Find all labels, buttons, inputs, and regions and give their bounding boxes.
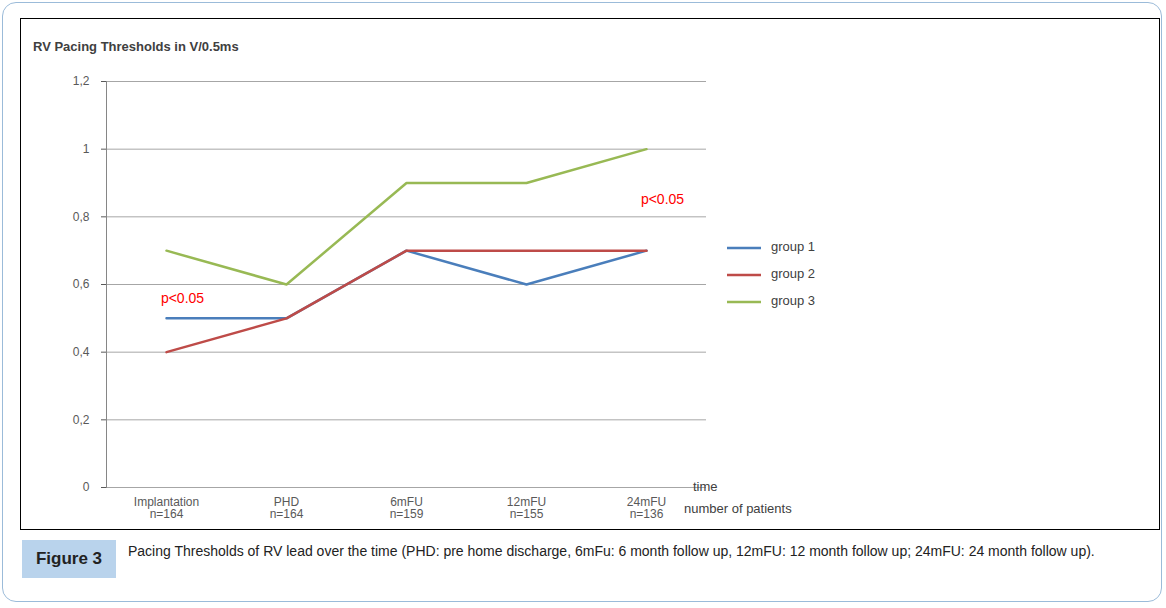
html-text:RV Pacing Thresholds in V/0.5m: RV Pacing Thresholds in V/0.5ms [33,39,239,54]
html-text:Figure 3: Figure 3 [35,549,103,568]
svg-text:12mFUn=155: 12mFUn=155 [507,495,546,521]
html-text:group 3: group 3 [771,293,816,308]
svg-text:0,4: 0,4 [73,345,90,359]
svg-text:0,8: 0,8 [73,210,90,224]
svg-text:p<0.05: p<0.05 [161,290,204,306]
svg-text:0,2: 0,2 [73,413,90,427]
html-text:time: time [693,479,718,494]
svg-text:1,2: 1,2 [73,74,90,88]
svg-text:0,6: 0,6 [73,277,90,291]
svg-text:0: 0 [83,480,90,494]
svg-text:1: 1 [83,142,90,156]
html-text:group 2: group 2 [771,266,816,281]
html-text:number of patients: number of patients [684,501,792,516]
svg-text:p<0.05: p<0.05 [641,191,684,207]
svg-text:24mFUn=136: 24mFUn=136 [627,495,666,521]
svg-text:6mFUn=159: 6mFUn=159 [390,495,424,521]
svg-text:Implantationn=164: Implantationn=164 [134,495,199,521]
html-text:group 1: group 1 [771,239,816,254]
html-text:Pacing Thresholds of RV lead o: Pacing Thresholds of RV lead over the ti… [128,543,1095,559]
svg-text:PHDn=164: PHDn=164 [270,495,304,521]
